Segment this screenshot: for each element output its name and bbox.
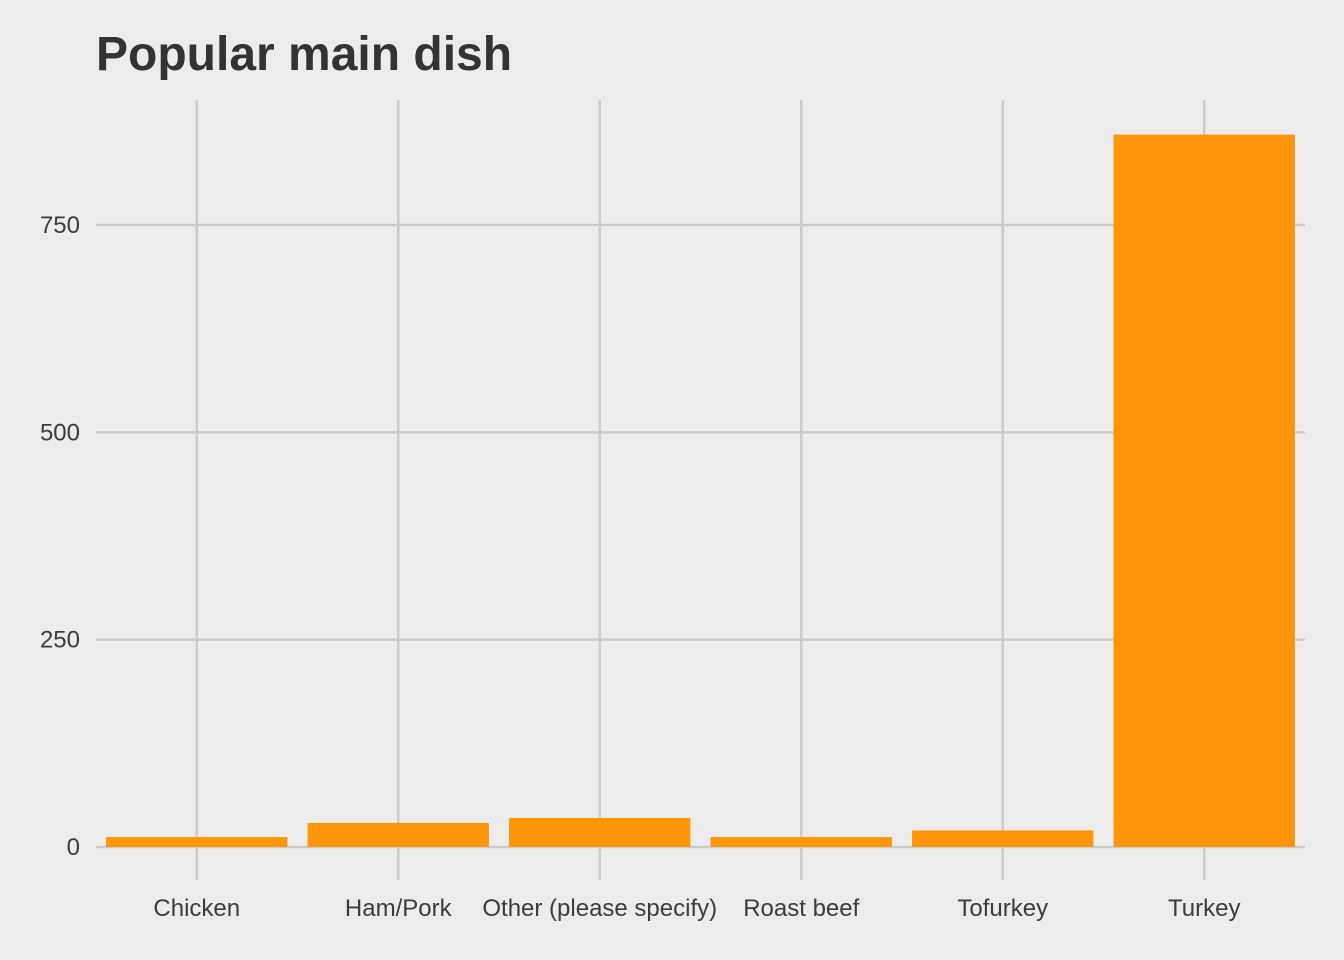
- bar: [307, 822, 489, 847]
- y-tick-label: 250: [40, 627, 80, 654]
- x-tick-label: Roast beef: [743, 895, 859, 922]
- bar-layer: [106, 134, 1295, 847]
- x-tick-label: Other (please specify): [482, 895, 717, 922]
- bar: [1113, 134, 1295, 847]
- bar: [106, 837, 288, 847]
- bar: [912, 830, 1094, 847]
- x-tick-label: Tofurkey: [957, 895, 1048, 922]
- x-tick-label: Turkey: [1168, 895, 1240, 922]
- y-axis-tick-labels: 0 250 500 750: [40, 212, 80, 861]
- x-tick-label: Ham/Pork: [345, 895, 453, 922]
- y-tick-label: 0: [67, 834, 80, 861]
- y-tick-label: 500: [40, 419, 80, 446]
- x-axis-tick-labels: Chicken Ham/Pork Other (please specify) Roa…: [153, 895, 1240, 922]
- chart-title: Popular main dish: [96, 28, 513, 81]
- y-tick-label: 750: [40, 212, 80, 239]
- x-tick-label: Chicken: [153, 895, 240, 922]
- bar: [509, 817, 691, 847]
- bar: [710, 837, 892, 847]
